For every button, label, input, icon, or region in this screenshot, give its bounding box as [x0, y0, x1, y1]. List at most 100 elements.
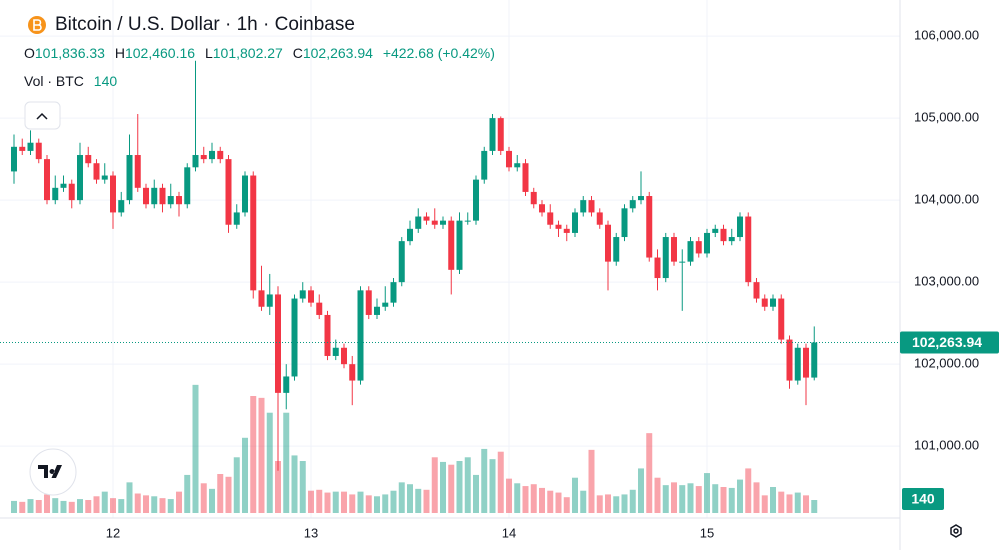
volume-bar	[803, 495, 809, 513]
candle-body	[687, 241, 694, 262]
volume-bar	[390, 490, 397, 513]
candle-body	[192, 155, 199, 168]
candle-body	[522, 163, 529, 192]
volume-bar	[786, 494, 793, 513]
volume-bar	[184, 474, 191, 513]
volume-bar	[415, 488, 422, 513]
volume-bar	[143, 495, 149, 513]
volume-bar	[68, 501, 75, 513]
candle-body	[35, 142, 42, 160]
volume-bar	[77, 499, 83, 513]
volume-bar	[217, 474, 224, 513]
candle-body	[464, 220, 471, 222]
volume-bar	[613, 496, 620, 513]
candle-body	[299, 290, 306, 299]
candle-body	[184, 167, 191, 205]
candle-body	[473, 179, 479, 221]
candle-body	[621, 208, 628, 238]
volume-bar	[662, 485, 669, 513]
volume-legend: Vol · BTC 140	[24, 73, 117, 89]
volume-bar	[110, 498, 116, 513]
candle-body	[497, 118, 504, 151]
volume-bar	[464, 457, 471, 513]
candle-body	[283, 376, 290, 393]
volume-tag	[902, 488, 944, 510]
candle-body	[126, 155, 133, 201]
candle-body	[225, 159, 232, 225]
candle-body	[316, 302, 323, 315]
candle-body	[374, 306, 380, 315]
settings-icon[interactable]	[950, 524, 962, 538]
candle-body	[737, 216, 743, 238]
candle-body	[720, 228, 727, 242]
candle-body	[646, 196, 653, 258]
candle-body	[258, 290, 265, 307]
legend-value: 101,802.27	[213, 45, 283, 61]
candle-body	[176, 196, 182, 205]
candle-body	[563, 228, 570, 233]
candle-body	[151, 187, 158, 205]
candle-body	[167, 196, 174, 205]
bitcoin-glyph	[33, 19, 42, 31]
y-tick-label: 104,000.00	[914, 192, 979, 207]
settings-hex[interactable]	[950, 524, 962, 538]
volume-bar	[761, 495, 768, 513]
candle-body	[27, 142, 34, 151]
candle-body	[481, 150, 488, 180]
candle-body	[605, 224, 611, 262]
volume-bar	[728, 487, 735, 513]
candle-body	[745, 216, 752, 283]
volume-bar	[316, 489, 323, 513]
volume-bar	[778, 491, 785, 513]
collapse-arrow	[36, 112, 48, 120]
y-tick-label: 106,000.00	[914, 28, 979, 43]
grid: 101,000.00 102,000.00 103,000.00 104,000.00…	[0, 0, 979, 540]
volume-bar	[349, 494, 356, 513]
volume-bar	[539, 487, 545, 513]
volume-bar	[35, 500, 42, 513]
candle-body	[19, 146, 26, 151]
candle-body	[654, 257, 661, 279]
x-tick-label: 14	[502, 525, 516, 540]
volume-bar	[753, 482, 760, 513]
candle-body	[85, 155, 92, 164]
volume-bar	[159, 498, 166, 513]
volume-bar	[151, 496, 158, 513]
candle-body	[52, 187, 59, 201]
candle-body	[233, 212, 240, 225]
volume-bar	[423, 489, 430, 513]
volume-bar	[209, 488, 215, 513]
volume-bar	[497, 451, 504, 513]
volume-bar	[506, 478, 512, 513]
header: Bitcoin / U.S. Dollar · 1h · Coinbase O1…	[24, 14, 495, 130]
volume-bar	[572, 477, 578, 513]
y-tick-label: 105,000.00	[914, 110, 979, 125]
volume-bar	[299, 461, 306, 513]
candle-body	[101, 175, 108, 180]
tradingview-logo	[29, 448, 77, 496]
candle-body	[794, 347, 801, 381]
y-tick-label: 103,000.00	[914, 274, 979, 289]
legend-value: 102,460.16	[125, 45, 195, 61]
volume-bar	[134, 493, 141, 513]
volume-bar	[126, 482, 133, 513]
candle-body	[596, 212, 603, 225]
legend-value: 101,836.33	[35, 45, 105, 61]
candle-body	[440, 220, 446, 225]
volume-bar	[448, 464, 455, 513]
candle-body	[712, 228, 719, 233]
volume-bar	[200, 483, 207, 513]
candle-body	[349, 364, 356, 381]
volume-bar	[167, 499, 174, 513]
volume-bar	[695, 486, 702, 513]
chart-title: Bitcoin / U.S. Dollar · 1h · Coinbase	[55, 14, 355, 35]
volume-bar	[11, 500, 17, 513]
candle-body	[580, 200, 587, 213]
volume-bar	[250, 396, 257, 513]
volume-bar	[283, 412, 290, 513]
volume-bar	[192, 384, 199, 513]
volume-bar	[811, 500, 818, 513]
volume-bar	[646, 433, 653, 513]
